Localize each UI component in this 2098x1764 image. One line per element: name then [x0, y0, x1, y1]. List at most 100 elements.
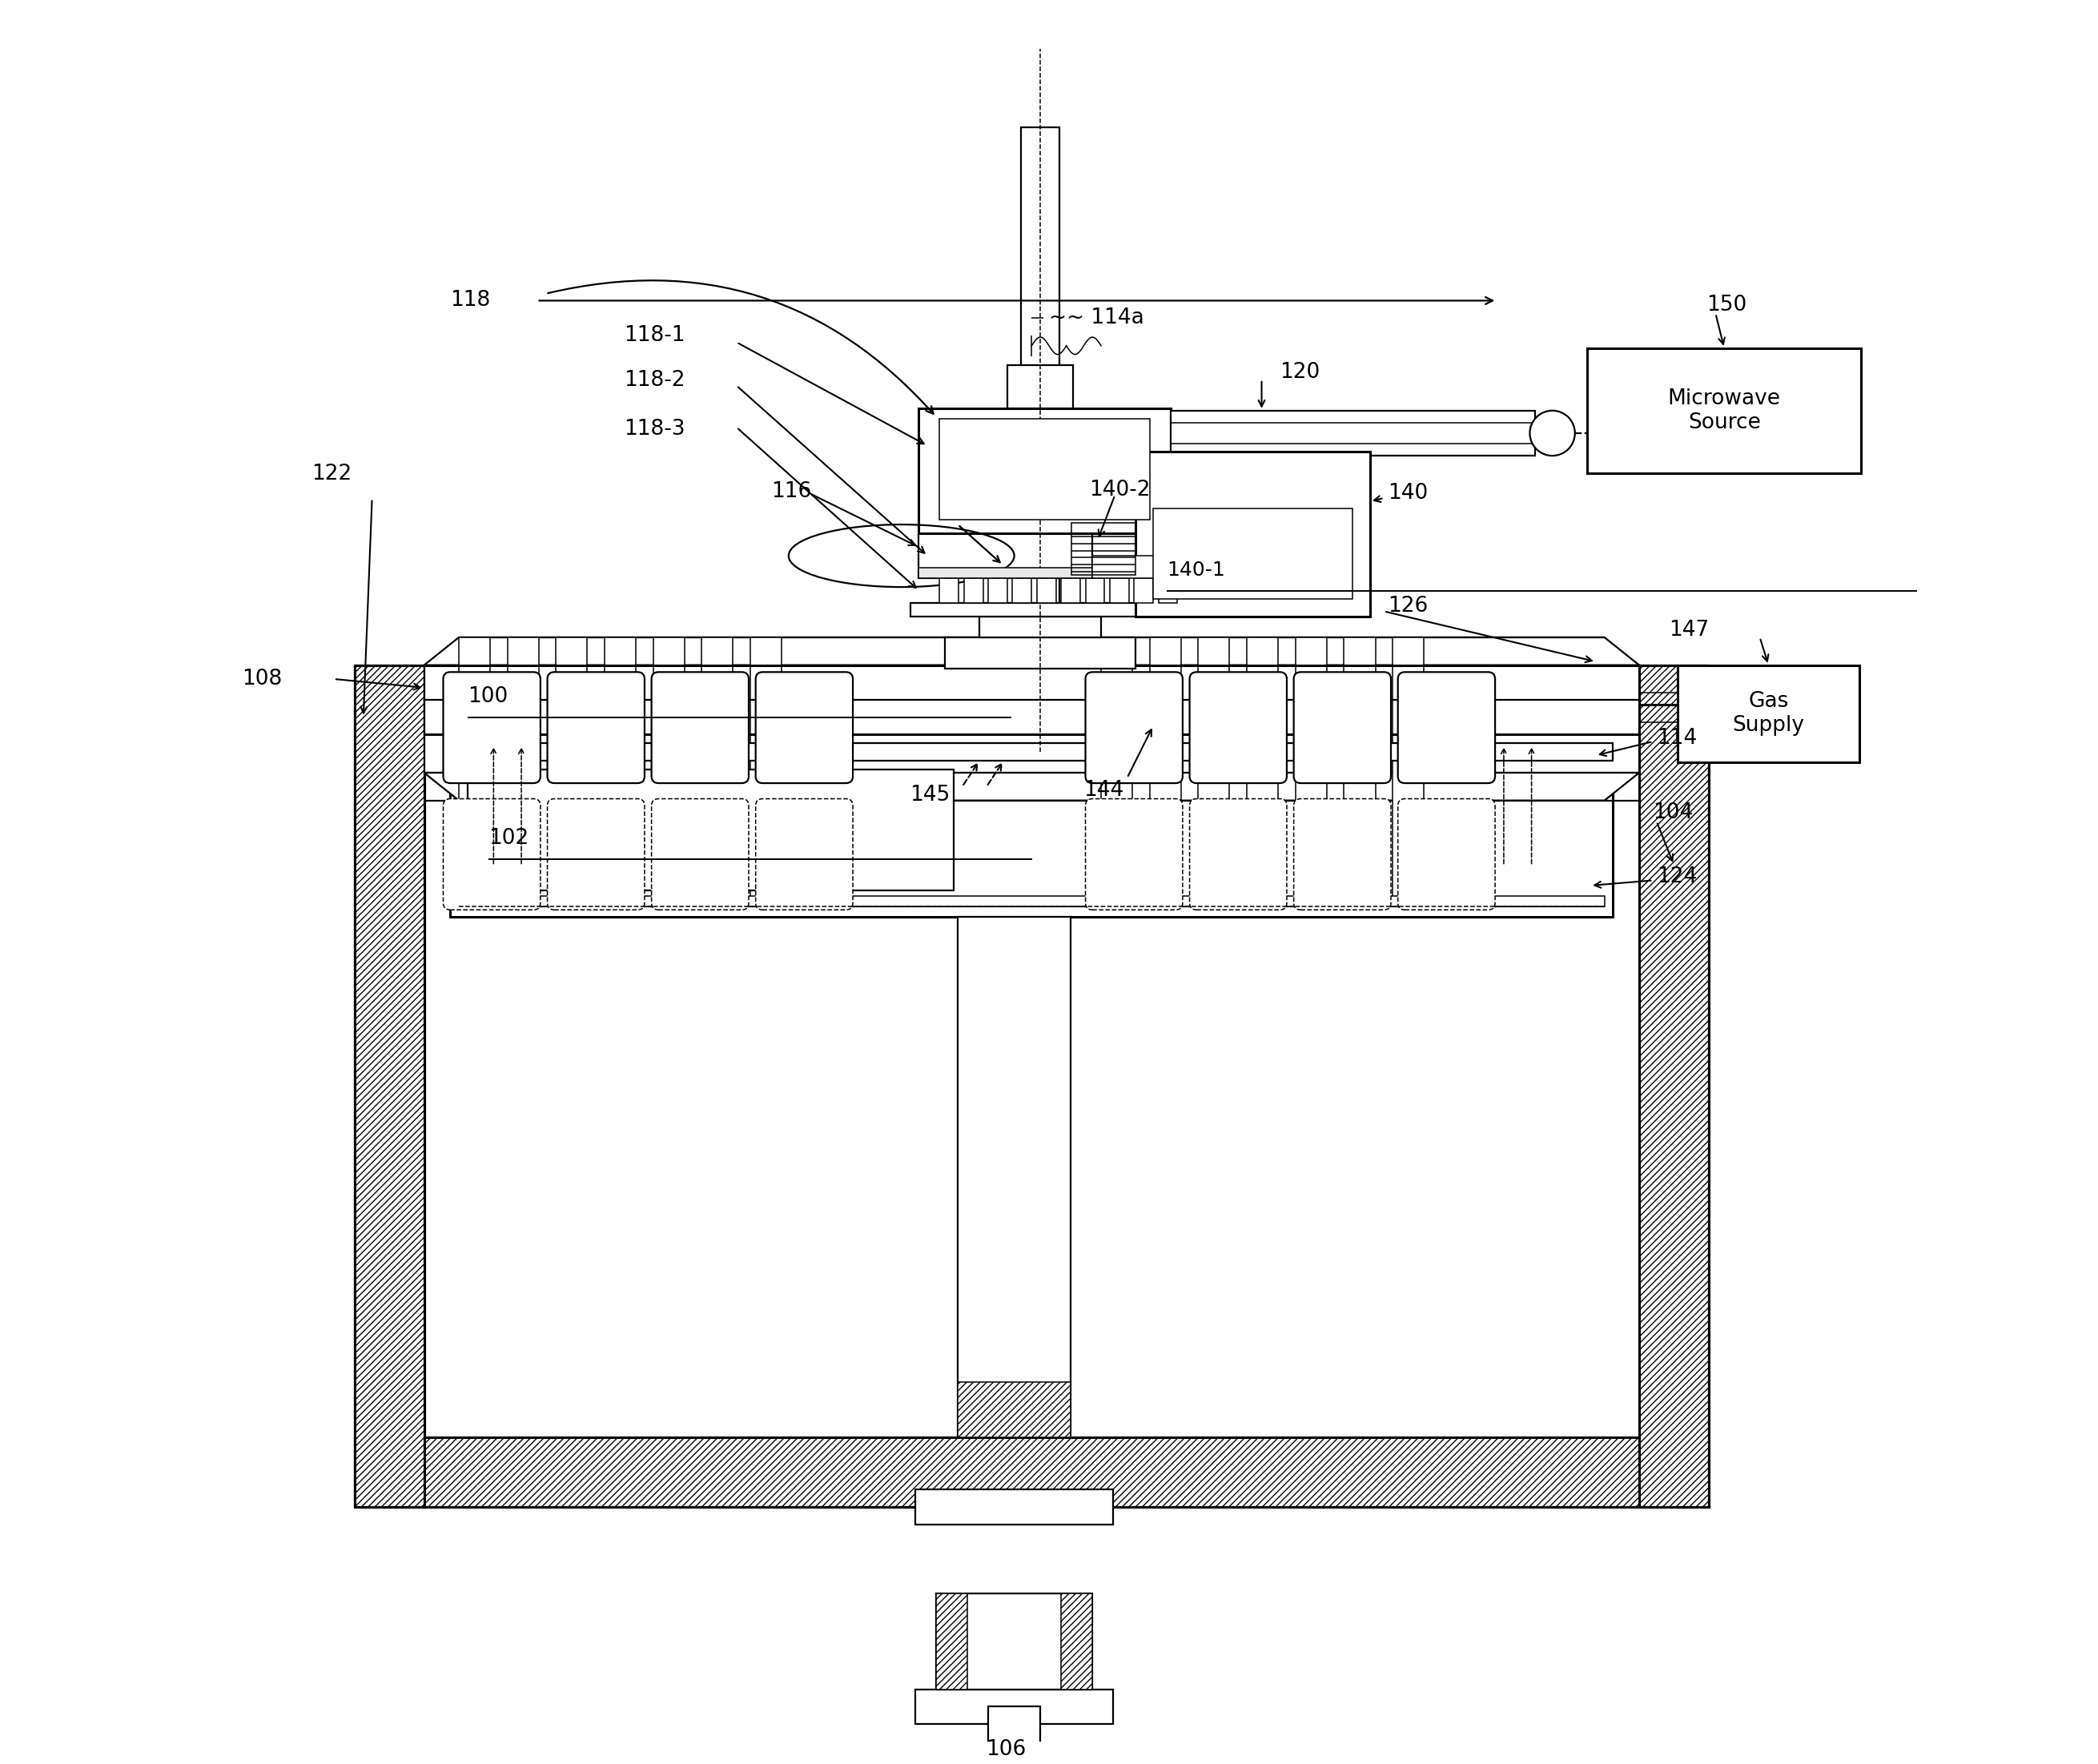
Text: 120: 120 [1280, 362, 1320, 383]
Bar [1294, 637, 1326, 907]
Bar [424, 665, 1639, 1438]
Text: 114: 114 [1657, 727, 1697, 748]
Text: 147: 147 [1668, 619, 1710, 640]
Bar [963, 579, 984, 603]
Bar [1085, 579, 1104, 603]
FancyBboxPatch shape [443, 672, 541, 783]
Bar [424, 665, 1639, 700]
Bar [451, 743, 1613, 760]
Bar [1093, 556, 1162, 579]
Bar [988, 1706, 1041, 1764]
Bar [1007, 365, 1074, 407]
Bar [959, 917, 1070, 1438]
Bar [1345, 637, 1376, 907]
Bar [1062, 1593, 1093, 1690]
Text: ~~ 114a: ~~ 114a [1049, 307, 1143, 328]
Text: 124: 124 [1657, 866, 1697, 887]
Bar [911, 603, 1171, 617]
Bar [652, 637, 684, 907]
Bar [1150, 637, 1181, 907]
Bar [1639, 665, 1708, 1506]
Bar [915, 1690, 1114, 1723]
Bar [556, 637, 587, 907]
Bar [703, 637, 732, 907]
Bar [424, 700, 1639, 734]
Bar [959, 1381, 1070, 1438]
FancyBboxPatch shape [1294, 672, 1391, 783]
Bar [424, 665, 1639, 773]
FancyBboxPatch shape [1190, 672, 1286, 783]
Bar [988, 579, 1007, 603]
FancyBboxPatch shape [1397, 672, 1496, 783]
Bar [1036, 579, 1055, 603]
Bar [604, 637, 636, 907]
Text: 108: 108 [241, 669, 281, 690]
FancyBboxPatch shape [1294, 799, 1391, 910]
Text: 144: 144 [1085, 780, 1125, 801]
FancyBboxPatch shape [755, 672, 854, 783]
Bar [1135, 452, 1370, 617]
Bar [1072, 522, 1135, 575]
Bar [1022, 127, 1059, 656]
Text: 118-3: 118-3 [623, 418, 686, 439]
Bar [919, 568, 1093, 579]
FancyBboxPatch shape [1085, 672, 1183, 783]
Text: 116: 116 [772, 482, 812, 503]
FancyBboxPatch shape [548, 799, 644, 910]
Bar [915, 1489, 1114, 1524]
Text: 150: 150 [1708, 295, 1748, 316]
Bar [459, 637, 491, 907]
Text: 106: 106 [986, 1739, 1026, 1760]
Bar [1393, 637, 1425, 907]
Bar [1246, 637, 1278, 907]
FancyBboxPatch shape [652, 672, 749, 783]
Text: 140-1: 140-1 [1166, 561, 1225, 580]
Text: 118-1: 118-1 [623, 325, 686, 346]
Bar [1198, 637, 1229, 907]
Text: Microwave
Source: Microwave Source [1668, 388, 1781, 432]
Bar [751, 637, 783, 907]
Bar [1135, 579, 1154, 603]
Bar [944, 637, 1135, 669]
Text: 126: 126 [1387, 596, 1429, 616]
Bar [1062, 579, 1080, 603]
Bar [1676, 665, 1859, 762]
Bar [355, 1438, 1708, 1506]
Bar [936, 1593, 967, 1690]
Bar [936, 1593, 1093, 1690]
Bar [451, 743, 1613, 917]
Text: 100: 100 [468, 686, 508, 707]
Text: Gas
Supply: Gas Supply [1733, 691, 1804, 736]
FancyBboxPatch shape [548, 672, 644, 783]
Bar [919, 533, 1093, 579]
Polygon shape [424, 773, 1639, 801]
Circle shape [1529, 411, 1576, 455]
Text: 145: 145 [911, 785, 950, 806]
Bar [1154, 508, 1353, 600]
Bar [940, 418, 1150, 519]
Polygon shape [424, 637, 1639, 665]
Bar [1110, 579, 1129, 603]
Text: 118-2: 118-2 [623, 370, 686, 392]
Text: 140-2: 140-2 [1089, 480, 1150, 501]
Bar [940, 579, 959, 603]
Bar [459, 896, 1605, 907]
Bar [468, 769, 952, 891]
FancyBboxPatch shape [443, 799, 541, 910]
FancyBboxPatch shape [1190, 799, 1286, 910]
Bar [1013, 579, 1032, 603]
Bar [919, 407, 1171, 533]
Bar [1101, 637, 1133, 907]
Bar [1158, 579, 1177, 603]
Bar [1586, 348, 1861, 473]
Bar [980, 617, 1101, 637]
Bar [1171, 411, 1536, 455]
Text: 118: 118 [451, 291, 491, 310]
Text: 102: 102 [489, 829, 529, 848]
FancyBboxPatch shape [652, 799, 749, 910]
FancyBboxPatch shape [1397, 799, 1496, 910]
FancyBboxPatch shape [1085, 799, 1183, 910]
FancyBboxPatch shape [755, 799, 854, 910]
Text: 140: 140 [1387, 483, 1429, 503]
Bar [508, 637, 539, 907]
